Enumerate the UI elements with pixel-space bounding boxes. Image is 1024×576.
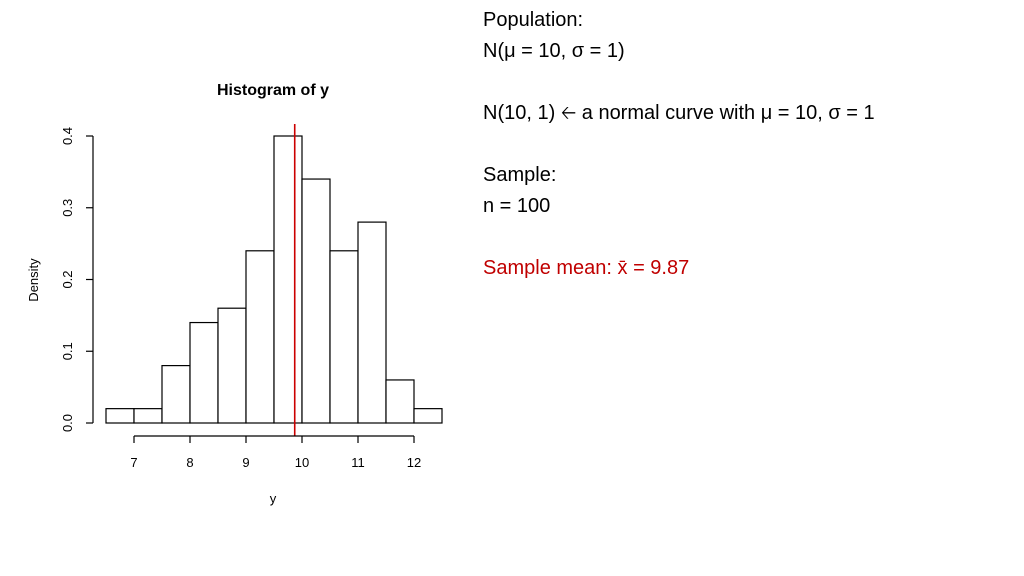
x-tick-label: 11 xyxy=(351,455,365,470)
sample-size: n = 100 xyxy=(483,195,551,217)
histogram-bar xyxy=(161,365,191,424)
spacer xyxy=(483,129,875,160)
histogram-bar xyxy=(245,250,275,424)
sample-heading: Sample: xyxy=(483,164,557,186)
histogram-bar xyxy=(133,408,163,424)
y-axis-label: Density xyxy=(26,258,41,302)
spacer xyxy=(483,67,875,98)
histogram-bar xyxy=(189,321,219,424)
y-tick-label: 0.1 xyxy=(60,342,75,360)
y-axis: 0.0 0.1 0.2 0.3 0.4 xyxy=(60,127,94,432)
y-tick-label: 0.3 xyxy=(60,199,75,217)
x-tick-label: 12 xyxy=(407,455,421,470)
chart-title: Histogram of y xyxy=(217,82,329,99)
histogram-bar xyxy=(385,379,415,424)
histogram-bar xyxy=(217,307,247,424)
sample-mean: Sample mean: x̄ = 9.87 xyxy=(483,257,690,279)
histogram-bar xyxy=(273,135,303,424)
population-distribution: N(μ = 10, σ = 1) xyxy=(483,40,625,62)
x-axis: 7 8 9 10 11 12 xyxy=(130,435,421,470)
left-arrow-icon: 🡠 xyxy=(560,103,577,124)
population-heading: Population: xyxy=(483,9,584,31)
histogram-bar xyxy=(357,221,387,424)
x-tick-label: 9 xyxy=(242,455,249,470)
normal-description: a normal curve with μ = 10, σ = 1 xyxy=(576,102,875,124)
x-tick-label: 10 xyxy=(295,455,309,470)
y-tick-label: 0.0 xyxy=(60,414,75,432)
normal-curve-note: N(10, 1) 🡠 a normal curve with μ = 10, σ… xyxy=(483,98,875,129)
normal-notation: N(10, 1) xyxy=(483,102,556,124)
histogram-bar xyxy=(329,250,359,424)
y-tick-label: 0.4 xyxy=(60,127,75,145)
histogram-bar xyxy=(105,408,135,424)
y-tick-label: 0.2 xyxy=(60,270,75,288)
x-tick-label: 7 xyxy=(130,455,137,470)
spacer xyxy=(483,222,875,253)
x-tick-label: 8 xyxy=(186,455,193,470)
histogram-chart: Histogram of y 7 8 9 10 11 12 0.0 0.1 0.2 0.3 0.4… xyxy=(26,82,443,506)
histogram-bar xyxy=(413,408,443,424)
histogram-bars xyxy=(105,135,443,424)
histogram-bar xyxy=(301,178,331,424)
notes-panel: Population: N(μ = 10, σ = 1) N(10, 1) 🡠 … xyxy=(483,5,875,284)
x-axis-label: y xyxy=(270,491,277,506)
